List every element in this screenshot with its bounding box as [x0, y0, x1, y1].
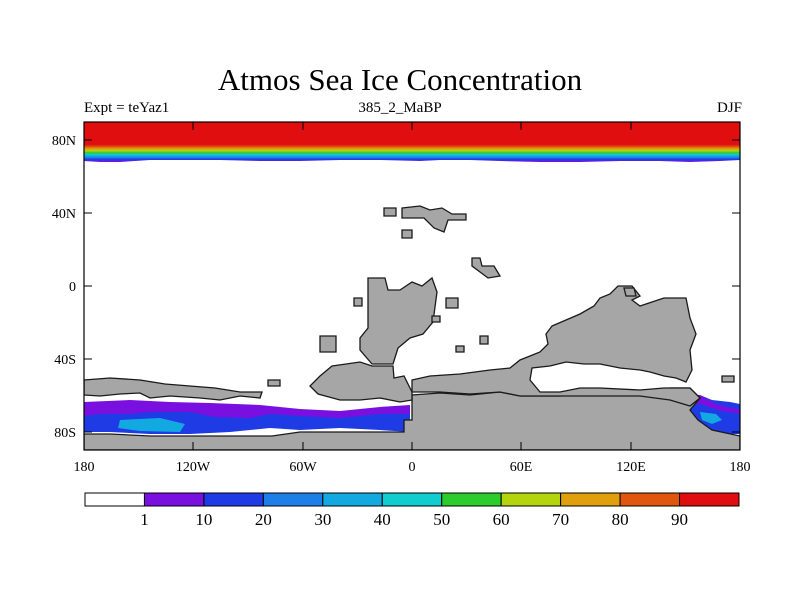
colorbar-label: 80: [612, 510, 629, 529]
africa-land: [359, 276, 438, 365]
colorbar-swatch: [560, 492, 621, 507]
y-axis-ticks: [84, 139, 740, 433]
antarctic-sea-ice-west-edge: [84, 400, 410, 418]
y-tick-label: 80N: [52, 134, 76, 149]
north-landmass-a: [401, 205, 467, 233]
south-central-land: [309, 361, 413, 403]
island-d: [319, 335, 337, 353]
island-h: [721, 375, 735, 383]
y-tick-label: 0: [69, 280, 76, 295]
plot-title: Atmos Sea Ice Concentration: [217, 62, 583, 97]
island-a: [445, 297, 459, 309]
colorbar-swatch: [262, 492, 324, 507]
colorbar-label: 30: [314, 510, 331, 529]
colorbar-label: 50: [433, 510, 450, 529]
colorbar-label: 70: [552, 510, 569, 529]
y-tick-label: 40S: [54, 353, 76, 368]
x-tick-label: 180: [74, 460, 95, 475]
colorbar-label: 10: [195, 510, 212, 529]
colorbar-label: 40: [374, 510, 391, 529]
x-tick-label: 120E: [616, 460, 646, 475]
x-tick-label: 60E: [510, 460, 533, 475]
colorbar-label: 60: [493, 510, 510, 529]
colorbar-label: 20: [255, 510, 272, 529]
antarctic-sea-ice-west-core: [118, 418, 185, 432]
period-label: 385_2_MaBP: [358, 100, 442, 116]
antarctic-peninsula: [84, 377, 263, 401]
asia-australia-land: [411, 285, 701, 407]
y-tick-label: 40N: [52, 207, 76, 222]
colorbar-swatch: [381, 492, 443, 507]
antarctica-land: [84, 387, 740, 450]
north-landmass-d: [471, 257, 502, 279]
x-tick-label: 180: [730, 460, 751, 475]
island-g: [267, 379, 281, 387]
x-tick-label: 60W: [289, 460, 317, 475]
colorbar-swatch: [143, 492, 205, 507]
colorbar-swatch: [441, 492, 502, 507]
colorbar-label: 90: [671, 510, 688, 529]
colorbar-label: 1: [140, 510, 149, 529]
asia-land-north: [623, 287, 637, 297]
colorbar-swatch: [679, 492, 740, 507]
x-tick-label: 0: [409, 460, 416, 475]
x-tick-labels: 180 120W 60W 0 60E 120E 180: [74, 460, 751, 475]
x-tick-label: 120W: [176, 460, 211, 475]
arctic-sea-ice: [84, 122, 740, 162]
island-e: [455, 345, 465, 353]
antarctic-sea-ice-east-core: [700, 412, 722, 424]
season-label: DJF: [716, 100, 742, 116]
colorbar-swatch: [619, 492, 681, 507]
island-c: [431, 315, 441, 323]
colorbar-swatch: [500, 492, 562, 507]
island-b: [353, 297, 363, 307]
island-f: [479, 335, 489, 345]
y-tick-label: 80S: [54, 426, 76, 441]
colorbar: 1 10 20 30 40 50 60 70 80 90: [84, 492, 740, 529]
colorbar-swatch: [203, 492, 264, 507]
x-axis-ticks: [83, 122, 741, 450]
colorbar-swatch: [84, 492, 145, 507]
north-landmass-c: [401, 229, 413, 239]
north-landmass-b: [383, 207, 397, 217]
experiment-label: Expt = teYaz1: [84, 100, 170, 116]
colorbar-swatch: [322, 492, 383, 507]
y-tick-labels: 80N 40N 0 40S 80S: [52, 134, 76, 441]
